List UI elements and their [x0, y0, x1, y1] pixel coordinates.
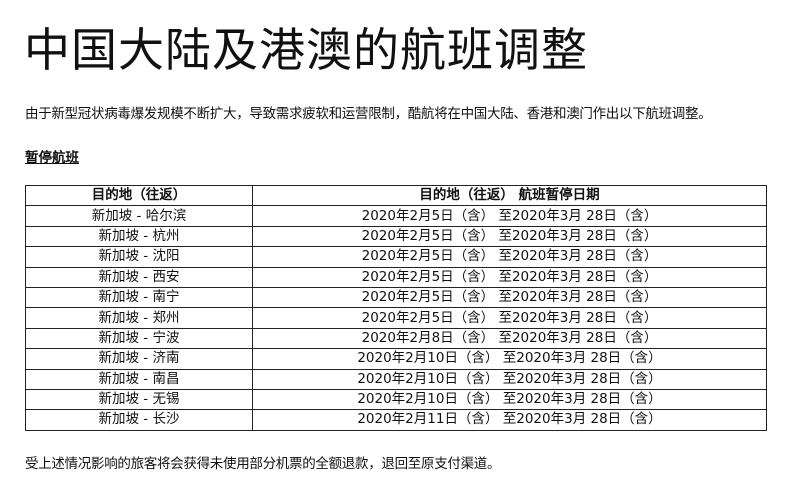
table-row: 新加坡 - 郑州 2020年2月5日（含） 至2020年3月 28日（含）: [25, 307, 767, 329]
suspension-dates: 2020年2月5日（含） 至2020年3月 28日（含）: [252, 286, 767, 309]
route: 新加坡 - 长沙: [25, 409, 253, 431]
intro-text: 由于新型冠状病毒爆发规模不断扩大，导致需求疲软和运营限制，酷航将在中国大陆、香港…: [25, 106, 712, 122]
table-row: 新加坡 - 无锡 2020年2月10日（含） 至2020年3月 28日（含）: [25, 388, 767, 411]
suspension-dates: 2020年2月10日（含） 至2020年3月 28日（含）: [252, 348, 767, 370]
route: 新加坡 - 西安: [25, 266, 253, 288]
route: 新加坡 - 济南: [25, 348, 253, 370]
header-destination: 目的地（往返）: [25, 184, 253, 207]
table-row: 新加坡 - 济南 2020年2月10日（含） 至2020年3月 28日（含）: [25, 348, 767, 370]
table-row: 新加坡 - 西安 2020年2月5日（含） 至2020年3月 28日（含）: [25, 266, 767, 288]
route: 新加坡 - 杭州: [25, 225, 253, 248]
table-row: 新加坡 - 长沙 2020年2月11日（含） 至2020年3月 28日（含）: [25, 409, 767, 431]
route: 新加坡 - 郑州: [25, 307, 253, 329]
route: 新加坡 - 沈阳: [25, 246, 253, 268]
footer-text: 受上述情况影响的旅客将会获得未使用部分机票的全额退款，退回至原支付渠道。: [25, 456, 501, 472]
table-row: 新加坡 - 哈尔滨 2020年2月5日（含） 至2020年3月 28日（含）: [25, 205, 767, 227]
route: 新加坡 - 南昌: [25, 368, 253, 390]
table-row: 新加坡 - 南宁 2020年2月5日（含） 至2020年3月 28日（含）: [25, 286, 767, 309]
suspension-dates: 2020年2月5日（含） 至2020年3月 28日（含）: [252, 266, 767, 288]
suspension-dates: 2020年2月10日（含） 至2020年3月 28日（含）: [252, 388, 767, 411]
header-dates: 目的地（往返） 航班暂停日期: [252, 184, 767, 207]
suspension-dates: 2020年2月10日（含） 至2020年3月 28日（含）: [252, 368, 767, 390]
table-header-row: 目的地（往返） 目的地（往返） 航班暂停日期: [25, 184, 767, 207]
table-row: 新加坡 - 宁波 2020年2月8日（含） 至2020年3月 28日（含）: [25, 327, 767, 350]
suspension-dates: 2020年2月5日（含） 至2020年3月 28日（含）: [252, 307, 767, 329]
table-row: 新加坡 - 沈阳 2020年2月5日（含） 至2020年3月 28日（含）: [25, 246, 767, 268]
route: 新加坡 - 无锡: [25, 388, 253, 411]
page-title: 中国大陆及港澳的航班调整: [24, 23, 588, 77]
route: 新加坡 - 哈尔滨: [25, 205, 253, 227]
suspension-dates: 2020年2月5日（含） 至2020年3月 28日（含）: [252, 225, 767, 248]
suspension-dates: 2020年2月8日（含） 至2020年3月 28日（含）: [252, 327, 767, 350]
suspension-dates: 2020年2月11日（含） 至2020年3月 28日（含）: [252, 409, 767, 431]
table-row: 新加坡 - 杭州 2020年2月5日（含） 至2020年3月 28日（含）: [25, 225, 767, 248]
route: 新加坡 - 南宁: [25, 286, 253, 309]
suspension-dates: 2020年2月5日（含） 至2020年3月 28日（含）: [252, 205, 767, 227]
section-title: 暂停航班: [25, 150, 79, 166]
suspension-dates: 2020年2月5日（含） 至2020年3月 28日（含）: [252, 246, 767, 268]
route: 新加坡 - 宁波: [25, 327, 253, 350]
suspension-table: 目的地（往返） 目的地（往返） 航班暂停日期 新加坡 - 哈尔滨 2020年2月5…: [25, 184, 767, 431]
table-row: 新加坡 - 南昌 2020年2月10日（含） 至2020年3月 28日（含）: [25, 368, 767, 390]
